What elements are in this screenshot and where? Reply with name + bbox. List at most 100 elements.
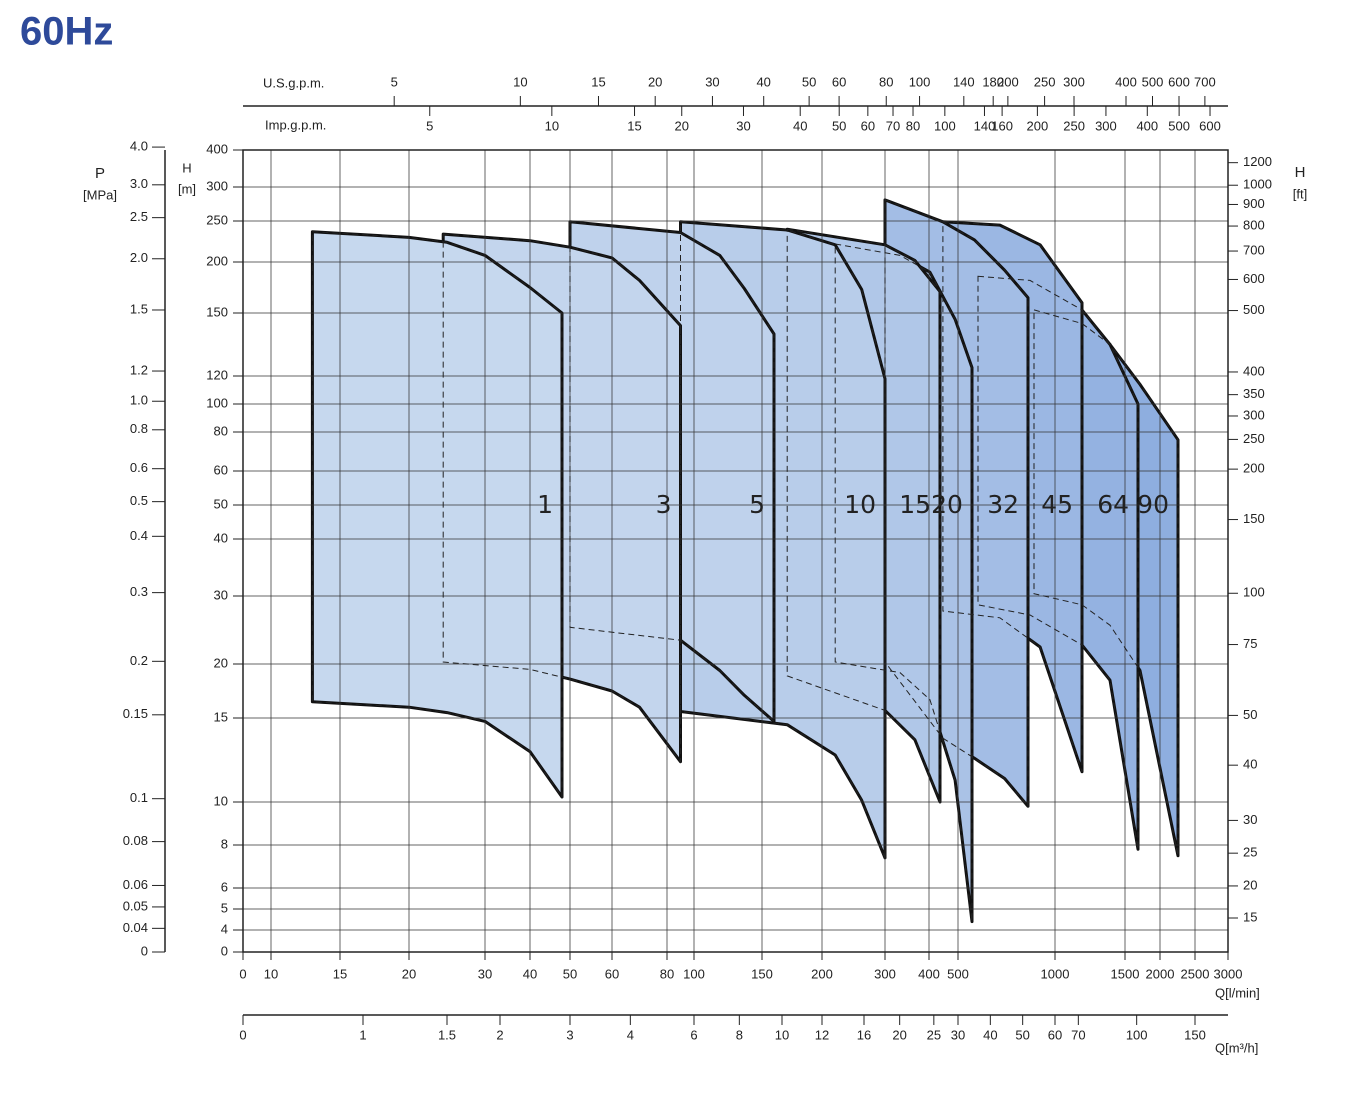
- m3h-tick-label: 60: [1048, 1027, 1062, 1042]
- imp-gpm-tick-label: 60: [861, 118, 875, 133]
- y-tick-label: 5: [221, 900, 228, 915]
- axes: 0 10 15 20 30 40 50 60 80 100 150 200 300 400 500 1000 1…: [123, 74, 1272, 1042]
- m3h-tick-label: 1.5: [438, 1027, 456, 1042]
- x-tick-label: 30: [478, 966, 492, 981]
- imp-gpm-tick-label: 50: [832, 118, 846, 133]
- p-tick-label: 0.15: [123, 706, 148, 721]
- us-gpm-tick-label: 80: [879, 74, 893, 89]
- imp-gpm-tick-label: 5: [426, 118, 433, 133]
- y-tick-label: 0: [221, 943, 228, 958]
- ft-tick-label: 1200: [1243, 154, 1272, 169]
- y-axis-label: H: [182, 160, 191, 175]
- x-tick-label: 300: [874, 966, 896, 981]
- y-tick-label: 80: [214, 423, 228, 438]
- us-gpm-tick-label: 250: [1034, 74, 1056, 89]
- p-tick-label: 0.04: [123, 920, 148, 935]
- m3h-tick-label: 3: [566, 1027, 573, 1042]
- plot-frame: [242, 149, 1229, 953]
- ft-tick-label: 800: [1243, 217, 1265, 232]
- y-tick-label: 250: [206, 212, 228, 227]
- p-tick-label: 0.4: [130, 528, 148, 543]
- imp-gpm-tick-label: 140: [974, 118, 996, 133]
- y-tick-label: 50: [214, 496, 228, 511]
- series-label: 5: [749, 490, 765, 519]
- x-tick-label: 0: [239, 966, 246, 981]
- p-tick-label: 2.5: [130, 209, 148, 224]
- ft-tick-label: 100: [1243, 585, 1265, 600]
- p-tick-label: 0.3: [130, 584, 148, 599]
- series-label: 10: [844, 490, 876, 519]
- series-label: 90: [1137, 490, 1169, 519]
- x-tick-label: 200: [811, 966, 833, 981]
- m3h-tick-label: 8: [736, 1027, 743, 1042]
- x-tick-label: 500: [947, 966, 969, 981]
- ft-tick-label: 600: [1243, 271, 1265, 286]
- p-tick-label: 0.5: [130, 493, 148, 508]
- us-gpm-tick-label: 50: [802, 74, 816, 89]
- series-label: 20: [931, 490, 963, 519]
- m3h-tick-label: 6: [690, 1027, 697, 1042]
- m3h-tick-label: 30: [951, 1027, 965, 1042]
- series-label: 3: [656, 490, 672, 519]
- y-tick-label: 20: [214, 655, 228, 670]
- pump-region: [310, 230, 564, 799]
- ft-tick-label: 50: [1243, 707, 1257, 722]
- p-tick-label: 0.2: [130, 653, 148, 668]
- imp-gpm-tick-label: 15: [627, 118, 641, 133]
- p-tick-label: 0.08: [123, 833, 148, 848]
- series-label: 32: [987, 490, 1019, 519]
- ft-tick-label: 250: [1243, 431, 1265, 446]
- pump-region-outline: [942, 221, 1083, 772]
- m3h-tick-label: 100: [1126, 1027, 1148, 1042]
- us-gpm-tick-label: 500: [1142, 74, 1164, 89]
- y-tick-label: 120: [206, 367, 228, 382]
- m3h-tick-label: 0: [239, 1027, 246, 1042]
- pump-region-outline: [442, 233, 681, 764]
- p-tick-label: 0: [141, 943, 148, 958]
- us-gpm-tick-label: 5: [391, 74, 398, 89]
- m3h-tick-label: 12: [815, 1027, 829, 1042]
- ft-tick-label: 200: [1243, 461, 1265, 476]
- m3h-tick-label: 150: [1184, 1027, 1206, 1042]
- us-gpm-tick-label: 400: [1115, 74, 1137, 89]
- y-tick-label: 60: [214, 462, 228, 477]
- ft-tick-label: 150: [1243, 511, 1265, 526]
- x-tick-label: 2500: [1181, 966, 1210, 981]
- ft-axis-unit: [ft]: [1293, 186, 1307, 201]
- ft-tick-label: 25: [1243, 845, 1257, 860]
- ft-tick-label: 1000: [1243, 177, 1272, 192]
- ft-tick-label: 700: [1243, 242, 1265, 257]
- pump-region-outline: [884, 199, 1029, 808]
- us-gpm-tick-label: 700: [1194, 74, 1216, 89]
- us-gpm-tick-label: 100: [909, 74, 931, 89]
- p-tick-label: 0.8: [130, 421, 148, 436]
- pump-region-outline: [680, 221, 886, 859]
- imp-gpm-tick-label: 70: [886, 118, 900, 133]
- y-tick-label: 30: [214, 587, 228, 602]
- y-tick-label: 8: [221, 836, 228, 851]
- us-gpm-tick-label: 15: [591, 74, 605, 89]
- ft-tick-label: 400: [1243, 363, 1265, 378]
- y-tick-label: 10: [214, 793, 228, 808]
- y-tick-label: 400: [206, 141, 228, 156]
- imp-gpm-tick-label: 300: [1095, 118, 1117, 133]
- p-tick-label: 0.1: [130, 790, 148, 805]
- ft-tick-label: 15: [1243, 909, 1257, 924]
- p-tick-label: 1.2: [130, 362, 148, 377]
- us-gpm-tick-label: 600: [1168, 74, 1190, 89]
- y-tick-label: 40: [214, 530, 228, 545]
- p-tick-label: 1.0: [130, 393, 148, 408]
- x-tick-label: 100: [683, 966, 705, 981]
- x-tick-label: 20: [402, 966, 416, 981]
- m3h-tick-label: 40: [983, 1027, 997, 1042]
- m3h-tick-label: 70: [1071, 1027, 1085, 1042]
- p-axis-unit: [MPa]: [83, 187, 117, 202]
- m3h-axis-label: Q[m³/h]: [1215, 1040, 1258, 1055]
- series-label: 64: [1097, 490, 1129, 519]
- ft-tick-label: 20: [1243, 877, 1257, 892]
- y-tick-label: 15: [214, 709, 228, 724]
- x-tick-label: 10: [264, 966, 278, 981]
- x-tick-label: 2000: [1146, 966, 1175, 981]
- y-tick-label: 4: [221, 921, 228, 936]
